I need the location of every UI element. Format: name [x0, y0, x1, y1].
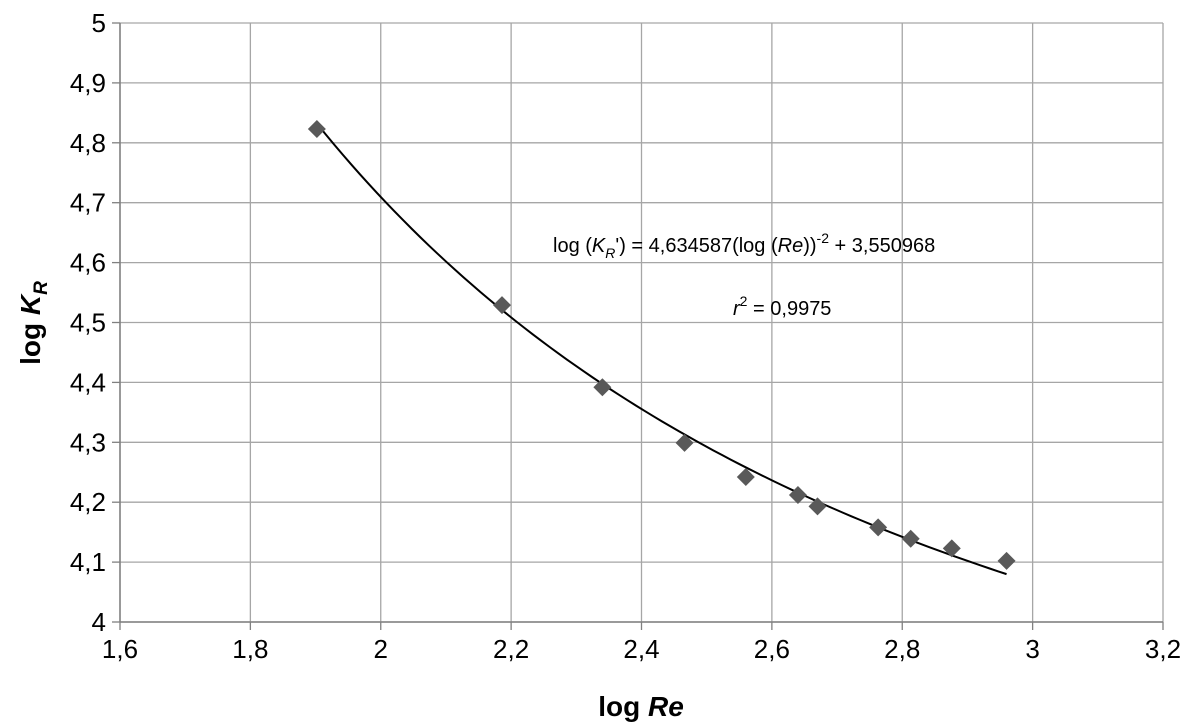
x-axis-title: log Re — [598, 691, 684, 722]
data-point — [492, 296, 511, 315]
data-point — [788, 486, 807, 505]
x-tick-label: 1,6 — [102, 634, 138, 664]
y-tick-label: 4,6 — [70, 248, 106, 278]
y-tick-label: 4,5 — [70, 308, 106, 338]
axes — [112, 22, 1164, 630]
y-tick-labels: 4 4,1 4,2 4,3 4,4 4,5 4,6 4,7 4,8 4,9 5 — [70, 8, 106, 637]
data-point — [901, 529, 920, 548]
y-tick-label: 4,9 — [70, 68, 106, 98]
data-points — [307, 120, 1016, 570]
x-tick-label: 1,8 — [232, 634, 268, 664]
y-tick-label: 4 — [92, 607, 106, 637]
y-tick-label: 4,4 — [70, 367, 106, 397]
x-tick-label: 3,2 — [1145, 634, 1181, 664]
y-tick-label: 4,3 — [70, 427, 106, 457]
y-tick-label: 4,1 — [70, 547, 106, 577]
y-axis-title: log KR — [15, 281, 52, 365]
data-point — [997, 551, 1016, 570]
data-point — [869, 518, 888, 537]
y-tick-label: 4,8 — [70, 128, 106, 158]
x-tick-label: 3 — [1025, 634, 1039, 664]
data-point — [593, 378, 612, 397]
x-tick-label: 2,4 — [623, 634, 659, 664]
data-point — [307, 120, 326, 139]
x-tick-label: 2,6 — [754, 634, 790, 664]
trend-line-group — [316, 122, 1007, 576]
x-tick-label: 2,2 — [493, 634, 529, 664]
trend-line — [316, 122, 1007, 576]
x-tick-labels: 1,6 1,8 2 2,2 2,4 2,6 2,8 3 3,2 — [102, 634, 1181, 664]
data-point — [736, 468, 755, 487]
x-tick-label: 2 — [374, 634, 388, 664]
grid-lines — [119, 22, 1164, 623]
data-point — [808, 497, 827, 516]
y-tick-label: 4,7 — [70, 188, 106, 218]
r-squared-annotation: r2 = 0,9975 — [733, 293, 831, 320]
data-point — [942, 539, 961, 558]
equation-annotation: log (KR') = 4,634587(log (Re))-2 + 3,550… — [553, 230, 935, 261]
y-tick-label: 5 — [92, 8, 106, 38]
x-tick-label: 2,8 — [884, 634, 920, 664]
y-tick-label: 4,2 — [70, 487, 106, 517]
data-point — [675, 433, 694, 452]
